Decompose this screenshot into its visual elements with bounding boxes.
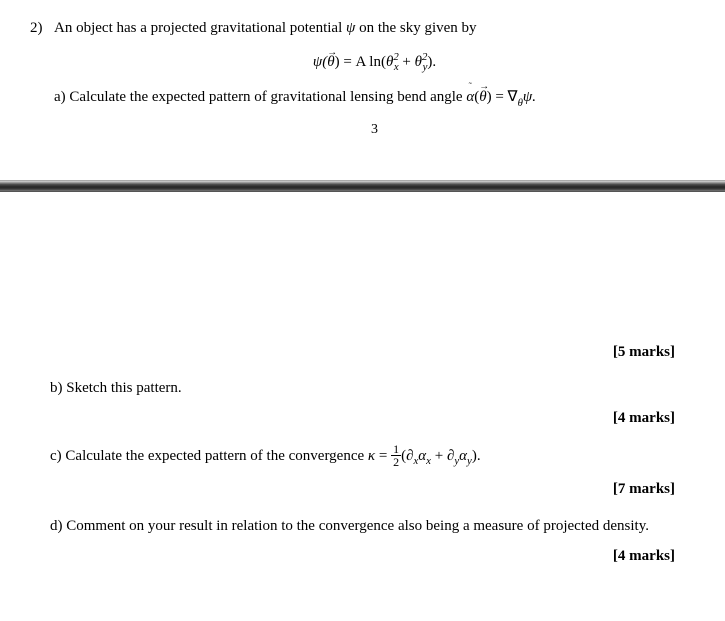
plus-1: + [399,54,415,70]
alpha-vec: ˜α [466,87,474,107]
part-c-pre: c) Calculate the expected pattern of the… [50,448,368,464]
question-2: 2) An object has a projected gravitation… [30,18,695,150]
theta-y-sq: θ2y [415,54,428,70]
one-half: 12 [391,443,401,468]
page-bottom: [5 marks] b) Sketch this pattern. [4 mar… [0,342,725,603]
page-counter: 3 [54,121,695,140]
part-a-post: ψ. [523,89,536,105]
q2-intro-b: on the sky given by [355,20,476,36]
dx-alpha-x: ∂xαx [406,448,431,464]
psi-symbol: ψ [346,20,355,36]
theta-vec-arrow: → [327,46,334,59]
dx-d: ∂ [406,448,413,464]
eq1-post: ). [427,54,436,70]
page-gap-top [0,150,725,180]
equation-psi: ψ(→θ) = A ln(θ2x + θ2y). [54,52,695,72]
theta-vec2: →θ [479,87,486,107]
part-b: b) Sketch this pattern. [50,378,675,398]
dy-a: α [459,448,467,464]
dy-alpha-y: ∂yαy [447,448,472,464]
part-c-marks: [7 marks] [50,479,675,499]
part-a-marks: [5 marks] [50,342,675,362]
theta-vec2-arrow: → [479,80,486,93]
nabla-sub: θ [518,97,523,109]
part-a: a) Calculate the expected pattern of gra… [54,87,695,107]
dx-a: α [418,448,426,464]
question-body: An object has a projected gravitational … [54,18,695,150]
q2-intro-a: An object has a projected gravitational … [54,20,346,36]
page-top: 2) An object has a projected gravitation… [0,0,725,150]
page-divider [0,180,725,192]
page-gap-bottom [0,192,725,332]
eq-sign: = [375,448,391,464]
half-den: 2 [391,456,401,468]
part-d-marks: [4 marks] [50,546,675,566]
part-b-marks: [4 marks] [50,408,675,428]
alpha-tilde: ˜ [466,80,474,93]
eq1-mid: ) = A ln( [335,54,386,70]
theta-x-sq: θ2x [386,54,399,70]
eq1-psi: ψ( [313,54,327,70]
theta-vec: →θ [327,52,334,72]
rpar: ). [472,448,481,464]
eq1-mid-text: ) = A ln( [335,54,386,70]
part-d: d) Comment on your result in relation to… [50,516,675,536]
part-a-mid2: ) = ∇ [487,89,518,105]
plus-2: + [431,448,447,464]
part-c: c) Calculate the expected pattern of the… [50,444,675,469]
ty-base: θ [415,54,422,70]
part-a-pre: a) Calculate the expected pattern of gra… [54,89,466,105]
question-number: 2) [30,18,54,150]
